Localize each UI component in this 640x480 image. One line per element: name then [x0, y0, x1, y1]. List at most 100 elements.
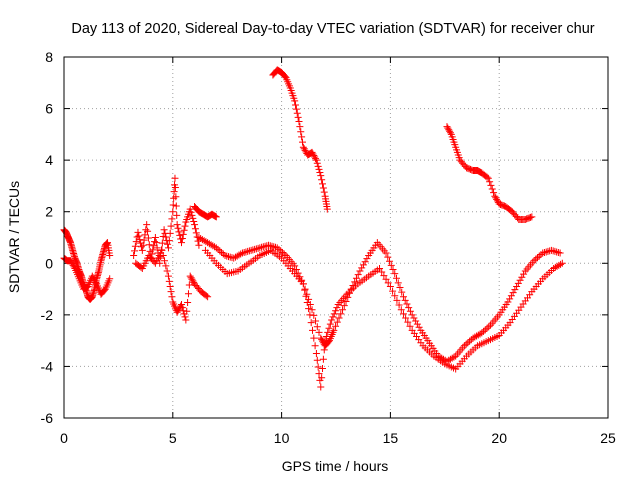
- data-point: [315, 328, 323, 336]
- data-point: [187, 274, 195, 282]
- data-point: [384, 279, 392, 287]
- data-point: [325, 324, 333, 332]
- data-point: [553, 248, 561, 256]
- data-point: [175, 228, 183, 236]
- data-point: [315, 165, 323, 173]
- data-point: [443, 123, 451, 131]
- data-point: [464, 339, 472, 347]
- data-point: [319, 355, 327, 363]
- data-point: [223, 252, 231, 260]
- y-axis-label: SDTVAR / TECUs: [6, 181, 22, 293]
- data-point: [557, 260, 565, 268]
- data-point: [177, 302, 185, 310]
- data-point: [481, 326, 489, 334]
- data-point: [292, 265, 300, 273]
- data-point: [251, 245, 259, 253]
- data-point: [291, 262, 299, 270]
- data-point: [91, 277, 99, 285]
- data-point: [380, 272, 388, 280]
- data-point: [317, 383, 325, 391]
- data-point: [292, 101, 300, 109]
- data-point: [308, 326, 316, 334]
- data-point: [275, 245, 283, 253]
- data-point: [318, 176, 326, 184]
- data-point: [484, 174, 492, 182]
- data-point: [204, 293, 212, 301]
- data-point: [202, 292, 210, 300]
- data-point: [256, 244, 264, 252]
- data-point: [297, 128, 305, 136]
- data-point: [152, 239, 160, 247]
- data-point: [410, 314, 418, 322]
- data-point: [513, 282, 521, 290]
- data-point: [313, 323, 321, 331]
- data-point: [490, 189, 498, 197]
- data-point: [520, 270, 528, 278]
- data-point: [162, 233, 170, 241]
- data-point: [69, 261, 77, 269]
- data-point: [412, 317, 420, 325]
- data-point: [311, 342, 319, 350]
- data-point: [533, 254, 541, 262]
- data-point: [265, 241, 273, 249]
- x-tick-label: 25: [600, 430, 616, 446]
- data-point: [178, 239, 186, 247]
- data-point: [169, 201, 177, 209]
- data-point: [312, 350, 320, 358]
- data-point: [308, 148, 316, 156]
- data-point: [324, 328, 332, 336]
- data-point: [171, 174, 179, 182]
- data-point: [329, 313, 337, 321]
- y-tick-label: 0: [45, 255, 53, 271]
- data-point: [332, 307, 340, 315]
- data-point: [142, 226, 150, 234]
- data-point: [509, 289, 517, 297]
- data-point: [278, 248, 286, 256]
- data-point: [386, 257, 394, 265]
- data-point: [177, 235, 185, 243]
- data-point: [298, 133, 306, 141]
- data-point: [281, 73, 289, 81]
- data-point: [314, 363, 322, 371]
- data-point: [254, 244, 262, 252]
- data-point: [333, 318, 341, 326]
- grid: [64, 57, 608, 418]
- data-point: [335, 314, 343, 322]
- data-point: [378, 268, 386, 276]
- data-point: [415, 323, 423, 331]
- data-point: [173, 211, 181, 219]
- data-point: [326, 320, 334, 328]
- data-point: [221, 252, 229, 260]
- data-point: [188, 275, 196, 283]
- data-point: [396, 284, 404, 292]
- data-point: [292, 105, 300, 113]
- data-point: [446, 127, 454, 135]
- data-point: [280, 250, 288, 258]
- data-point: [446, 129, 454, 137]
- data-point: [167, 222, 175, 230]
- axis-ticks: [63, 56, 609, 419]
- data-point: [164, 240, 172, 248]
- data-point: [169, 208, 177, 216]
- data-point: [492, 194, 500, 202]
- data-point: [532, 255, 540, 263]
- data-point: [145, 241, 153, 249]
- data-point: [273, 244, 281, 252]
- data-point: [164, 272, 172, 280]
- y-tick-label: 8: [45, 49, 53, 65]
- data-point: [542, 248, 550, 256]
- data-point: [361, 258, 369, 266]
- data-point: [392, 274, 400, 282]
- data-point: [527, 213, 535, 221]
- data-point: [305, 305, 313, 313]
- data-point: [294, 269, 302, 277]
- data-point: [149, 246, 157, 254]
- data-point: [164, 244, 172, 252]
- data-point: [354, 271, 362, 279]
- data-point: [312, 155, 320, 163]
- data-point: [445, 126, 453, 134]
- data-point: [493, 197, 501, 205]
- data-point: [330, 326, 338, 334]
- data-point: [293, 109, 301, 117]
- data-point: [330, 310, 338, 318]
